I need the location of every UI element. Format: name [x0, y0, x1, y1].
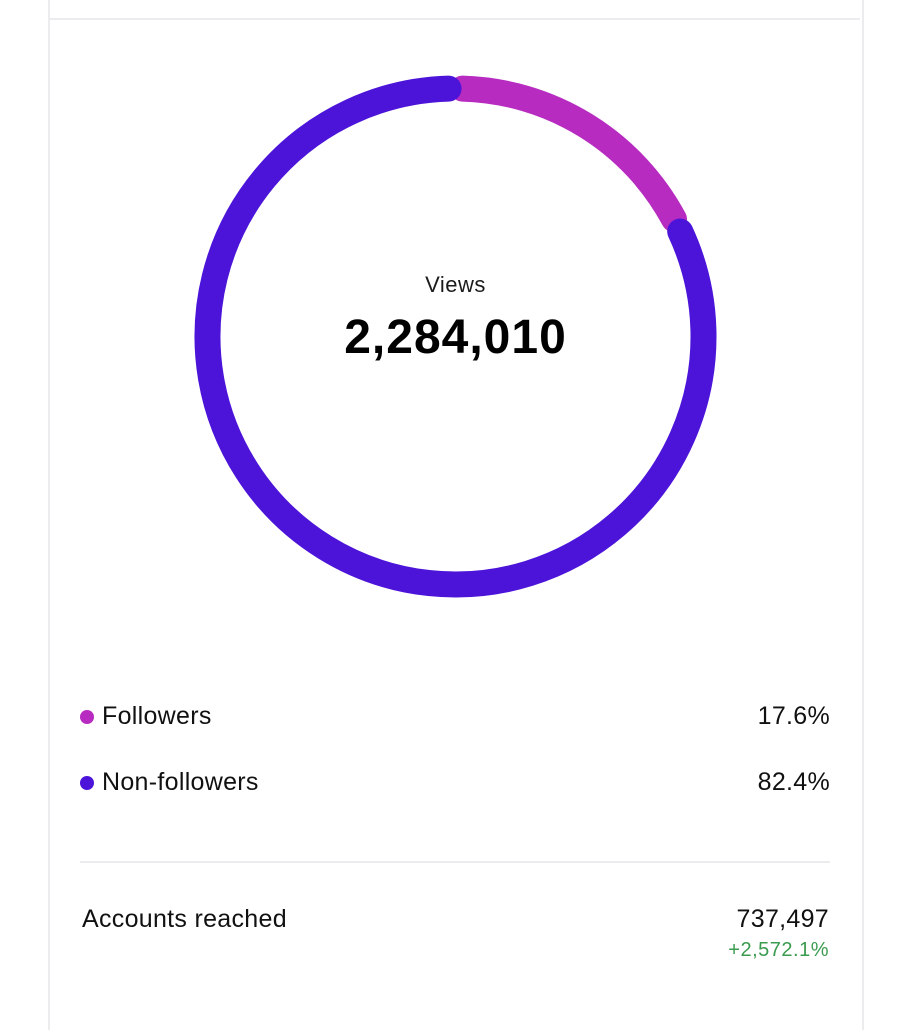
legend-pct-non-followers: 82.4% — [757, 768, 830, 796]
accounts-reached-value: 737,497 — [736, 905, 829, 933]
legend-label-non-followers: Non-followers — [102, 768, 259, 796]
insights-card — [48, 0, 864, 1030]
legend-row-non-followers: Non-followers 82.4% — [80, 764, 830, 804]
views-value: 2,284,010 — [344, 311, 567, 364]
views-donut-chart: Views 2,284,010 — [193, 74, 718, 599]
non-followers-dot-icon — [80, 776, 94, 790]
donut-slice-followers — [449, 75, 687, 233]
card-top-divider — [50, 18, 860, 20]
views-label: Views — [425, 272, 486, 297]
donut-svg — [194, 75, 717, 598]
accounts-reached-change: +2,572.1% — [728, 939, 829, 961]
accounts-reached-label: Accounts reached — [82, 905, 287, 933]
legend-label-followers: Followers — [102, 702, 212, 730]
section-divider — [80, 861, 830, 863]
donut-slice-non-followers — [194, 75, 717, 598]
followers-dot-icon — [80, 710, 94, 724]
legend-pct-followers: 17.6% — [757, 702, 830, 730]
legend-row-followers: Followers 17.6% — [80, 698, 830, 738]
